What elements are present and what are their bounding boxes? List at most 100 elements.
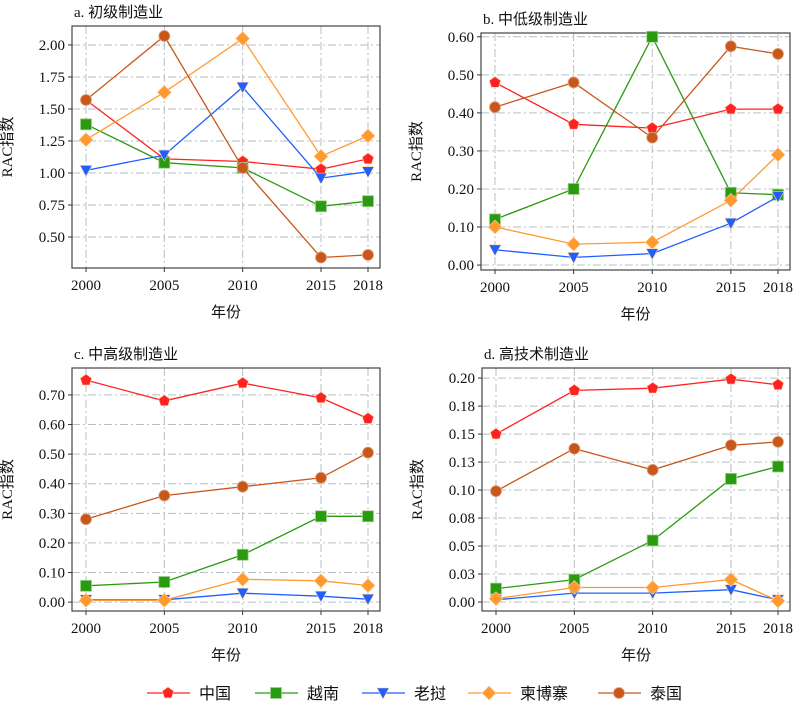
y-tick-label: 0.10 — [448, 220, 474, 236]
data-point — [235, 571, 251, 587]
legend-item: 中国 — [147, 685, 231, 703]
y-tick-label: 0.20 — [39, 536, 65, 552]
x-tick-label: 2000 — [71, 278, 101, 294]
x-tick-label: 2018 — [763, 280, 793, 296]
x-axis-label: 年份 — [621, 647, 651, 664]
x-tick-label: 2015 — [716, 621, 746, 637]
y-tick-label: 0.13 — [449, 455, 475, 471]
series-4 — [489, 40, 784, 144]
plot-area — [72, 368, 380, 611]
series-3 — [78, 31, 376, 164]
y-tick-label: 0.40 — [39, 477, 65, 493]
data-point — [646, 131, 659, 144]
y-tick-label: 0.15 — [449, 427, 475, 443]
data-point — [646, 534, 659, 547]
data-point — [236, 587, 250, 600]
data-point — [360, 578, 376, 593]
x-tick-label: 2005 — [149, 278, 179, 294]
x-tick-label: 2010 — [637, 280, 667, 296]
series-2 — [79, 81, 375, 185]
y-tick-label: 0.00 — [448, 258, 474, 274]
plot-frame — [71, 25, 381, 269]
data-point — [362, 510, 374, 523]
data-point — [314, 391, 328, 404]
data-point — [158, 576, 171, 588]
legend-marker — [161, 686, 175, 699]
x-tick-label: 2015 — [306, 278, 336, 294]
plot-area — [482, 368, 790, 611]
data-point — [236, 480, 249, 493]
data-point — [361, 593, 375, 606]
y-tick-label: 0.60 — [448, 30, 474, 46]
data-point — [78, 132, 94, 148]
data-point — [158, 394, 171, 407]
y-tick-label: 0.70 — [39, 388, 65, 404]
data-point — [313, 573, 329, 589]
plot-area — [72, 26, 380, 268]
series-4 — [490, 436, 784, 498]
data-point — [646, 30, 659, 43]
y-tick-label: 1.75 — [39, 70, 65, 86]
x-tick-label: 2018 — [353, 621, 383, 637]
data-point — [236, 161, 249, 174]
x-tick-label: 2000 — [480, 280, 510, 296]
plot-frame — [71, 367, 381, 612]
y-tick-label: 0.10 — [39, 566, 65, 582]
data-point — [79, 165, 93, 178]
legend-item: 泰国 — [598, 685, 682, 703]
series-0 — [79, 373, 375, 424]
series-2 — [488, 191, 785, 265]
data-point — [646, 464, 659, 476]
data-point — [567, 117, 580, 130]
panel-title: b. 中低级制造业 — [483, 11, 588, 28]
series-3 — [487, 147, 786, 252]
data-point — [487, 219, 503, 235]
y-tick-label: 1.00 — [39, 166, 65, 182]
data-point — [568, 442, 581, 455]
data-point — [490, 485, 502, 498]
data-point — [315, 510, 327, 523]
data-point — [488, 76, 502, 88]
panel-title: c. 中高级制造业 — [74, 346, 178, 363]
data-point — [488, 591, 504, 607]
x-tick-label: 2018 — [763, 621, 793, 637]
data-point — [362, 249, 374, 261]
y-tick-label: 0.08 — [449, 511, 475, 527]
data-point — [770, 147, 786, 163]
data-point — [770, 593, 786, 609]
data-point — [360, 128, 376, 144]
x-tick-label: 2015 — [716, 280, 746, 296]
x-axis-label: 年份 — [620, 306, 650, 323]
legend-label: 泰国 — [650, 685, 682, 702]
x-tick-label: 2005 — [559, 280, 589, 296]
y-tick-label: 0.50 — [39, 447, 65, 463]
data-point — [80, 94, 92, 106]
y-tick-label: 0.50 — [448, 68, 474, 84]
data-point — [772, 436, 784, 448]
data-point — [568, 384, 581, 396]
data-point — [313, 148, 329, 164]
series-3 — [488, 572, 786, 609]
data-point — [566, 236, 582, 252]
data-point — [724, 217, 738, 230]
y-tick-label: 0.75 — [39, 198, 65, 214]
panel-medium-high: 0.00 0.10 0.20 0.30 0.40 0.50 0.60 0.70 2000 2005… — [0, 346, 383, 664]
data-point — [646, 381, 659, 394]
data-point — [566, 580, 582, 595]
y-tick-label: 0.00 — [39, 595, 65, 611]
y-tick-label: 2.00 — [39, 38, 65, 54]
legend-marker — [481, 685, 497, 701]
y-axis-label: RAC指数 — [409, 459, 426, 520]
data-point — [772, 48, 784, 60]
data-point — [567, 183, 580, 195]
x-tick-label: 2000 — [481, 621, 511, 637]
data-point — [644, 234, 660, 250]
plot-frame — [480, 32, 791, 271]
data-point — [235, 31, 251, 46]
y-tick-label: 0.40 — [448, 106, 474, 122]
y-tick-label: 1.50 — [39, 102, 65, 118]
data-point — [723, 192, 739, 208]
x-tick-label: 2005 — [149, 621, 179, 637]
legend-item: 柬博寨 — [468, 685, 568, 703]
y-axis-label: RAC指数 — [408, 121, 425, 182]
